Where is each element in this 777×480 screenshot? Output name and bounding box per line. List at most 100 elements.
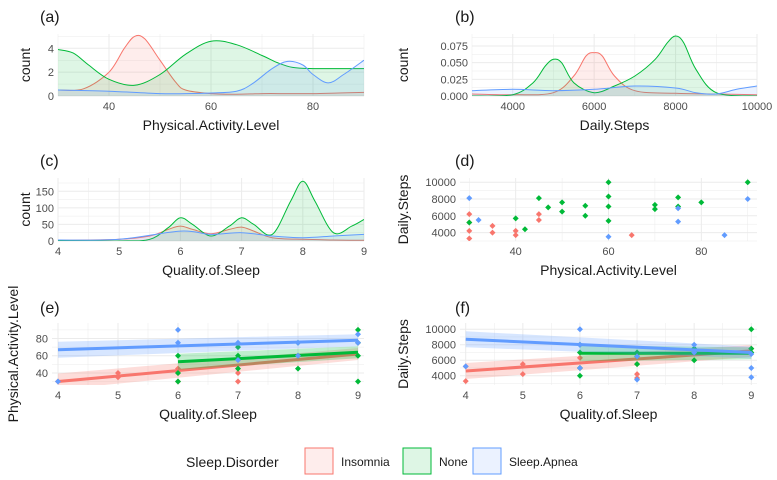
x-tick-label: 80 bbox=[695, 246, 707, 258]
x-tick-label: 5 bbox=[520, 390, 526, 402]
point-insomnia bbox=[235, 378, 241, 385]
legend-label: Insomnia bbox=[341, 455, 390, 469]
point-sleep-apnea bbox=[744, 196, 751, 202]
point-sleep-apnea bbox=[675, 218, 682, 225]
point-none bbox=[559, 199, 566, 206]
density-area-none bbox=[58, 181, 364, 241]
point-none bbox=[651, 206, 658, 213]
panel-f: 4 5 6 7 8 9 4000 6000 8000 10000 Quality.of.Sleep D… bbox=[395, 300, 757, 422]
x-axis-title: Physical.Activity.Level bbox=[540, 262, 677, 278]
x-tick-label: 9 bbox=[748, 390, 754, 402]
point-none bbox=[675, 194, 682, 201]
y-tick-label: 8000 bbox=[432, 194, 456, 206]
density-line-sleep-apnea bbox=[472, 85, 757, 95]
y-tick-label: 8000 bbox=[432, 340, 456, 352]
point-none bbox=[175, 378, 181, 385]
point-none bbox=[355, 352, 361, 359]
x-axis-title: Physical.Activity.Level bbox=[143, 117, 280, 133]
panel-e: 4 5 6 7 8 9 40 60 80 Quality.of.Sleep Physical.Act… bbox=[5, 286, 364, 422]
density-area-sleep-apnea bbox=[58, 230, 364, 241]
point-sleep-apnea bbox=[235, 339, 241, 346]
point-insomnia bbox=[576, 354, 583, 361]
point-insomnia bbox=[466, 227, 473, 234]
point-sleep-apnea bbox=[462, 363, 469, 370]
point-sleep-apnea bbox=[748, 374, 755, 381]
y-tick-label: 0.075 bbox=[440, 41, 468, 53]
x-axis-title: Quality.of.Sleep bbox=[162, 262, 260, 278]
density-line-none bbox=[58, 180, 364, 241]
y-tick-label: 80 bbox=[36, 334, 48, 346]
legend-label: None bbox=[439, 455, 468, 469]
point-sleep-apnea bbox=[295, 339, 301, 346]
point-none bbox=[605, 179, 612, 186]
y-tick-label: 10000 bbox=[425, 177, 456, 189]
fit-line-none bbox=[177, 350, 359, 364]
marks bbox=[55, 326, 361, 385]
point-insomnia bbox=[235, 369, 241, 376]
point-none bbox=[355, 378, 361, 385]
density-line-insomnia bbox=[472, 52, 757, 96]
density-line-sleep-apnea bbox=[58, 230, 364, 241]
marks bbox=[472, 35, 757, 96]
y-tick-label: 4 bbox=[48, 43, 54, 55]
point-none bbox=[748, 345, 755, 352]
point-sleep-apnea bbox=[175, 339, 181, 346]
x-tick-label: 6 bbox=[175, 390, 181, 402]
point-sleep-apnea bbox=[721, 232, 728, 239]
point-none bbox=[235, 352, 241, 359]
point-sleep-apnea bbox=[576, 326, 583, 333]
panel-tag: (e) bbox=[40, 300, 60, 317]
x-tick-label: 8 bbox=[295, 390, 301, 402]
density-line-insomnia bbox=[58, 34, 364, 95]
fit-line-insomnia bbox=[57, 352, 359, 384]
y-tick-label: 6000 bbox=[432, 355, 456, 367]
point-none bbox=[748, 326, 755, 333]
point-sleep-apnea bbox=[235, 357, 241, 364]
point-sleep-apnea bbox=[748, 351, 755, 357]
point-insomnia bbox=[535, 217, 542, 223]
x-tick-label: 6000 bbox=[582, 101, 606, 113]
density-area-none bbox=[472, 36, 757, 96]
y-tick-label: 40 bbox=[36, 368, 48, 380]
y-tick-label: 2 bbox=[48, 67, 54, 79]
point-none bbox=[175, 369, 181, 376]
point-none bbox=[691, 357, 698, 364]
point-sleep-apnea bbox=[748, 364, 755, 371]
point-none bbox=[559, 208, 566, 215]
fit-line-sleep-apnea bbox=[465, 337, 752, 354]
y-tick-label: 4000 bbox=[432, 371, 456, 383]
density-line-none bbox=[472, 35, 757, 96]
point-insomnia bbox=[512, 227, 519, 234]
x-tick-label: 7 bbox=[634, 390, 640, 402]
point-sleep-apnea bbox=[55, 378, 61, 385]
point-sleep-apnea bbox=[466, 195, 473, 202]
point-none bbox=[582, 202, 589, 209]
x-tick-label: 4 bbox=[55, 246, 61, 258]
x-tick-label: 7 bbox=[239, 246, 245, 258]
y-tick-label: 0 bbox=[48, 236, 54, 248]
point-none bbox=[744, 179, 751, 186]
x-tick-label: 60 bbox=[602, 246, 614, 258]
marks bbox=[58, 34, 364, 96]
x-tick-label: 5 bbox=[116, 246, 122, 258]
point-none bbox=[634, 349, 641, 356]
point-none bbox=[582, 212, 589, 219]
point-none bbox=[605, 193, 612, 200]
x-tick-label: 40 bbox=[103, 101, 115, 113]
point-sleep-apnea bbox=[605, 233, 612, 240]
x-axis-title: Daily.Steps bbox=[580, 117, 650, 133]
x-tick-label: 4 bbox=[55, 390, 61, 402]
y-axis-title: Daily.Steps bbox=[395, 319, 411, 389]
x-tick-label: 60 bbox=[205, 101, 217, 113]
panel-tag: (b) bbox=[455, 9, 475, 26]
y-tick-label: 0.025 bbox=[440, 74, 468, 86]
point-insomnia bbox=[628, 232, 635, 239]
point-none bbox=[535, 195, 542, 202]
point-none bbox=[545, 204, 552, 211]
x-tick-label: 6 bbox=[177, 246, 183, 258]
point-none bbox=[521, 226, 528, 233]
density-area-sleep-apnea bbox=[58, 60, 364, 96]
point-sleep-apnea bbox=[355, 339, 361, 346]
y-tick-label: 4000 bbox=[432, 228, 456, 240]
